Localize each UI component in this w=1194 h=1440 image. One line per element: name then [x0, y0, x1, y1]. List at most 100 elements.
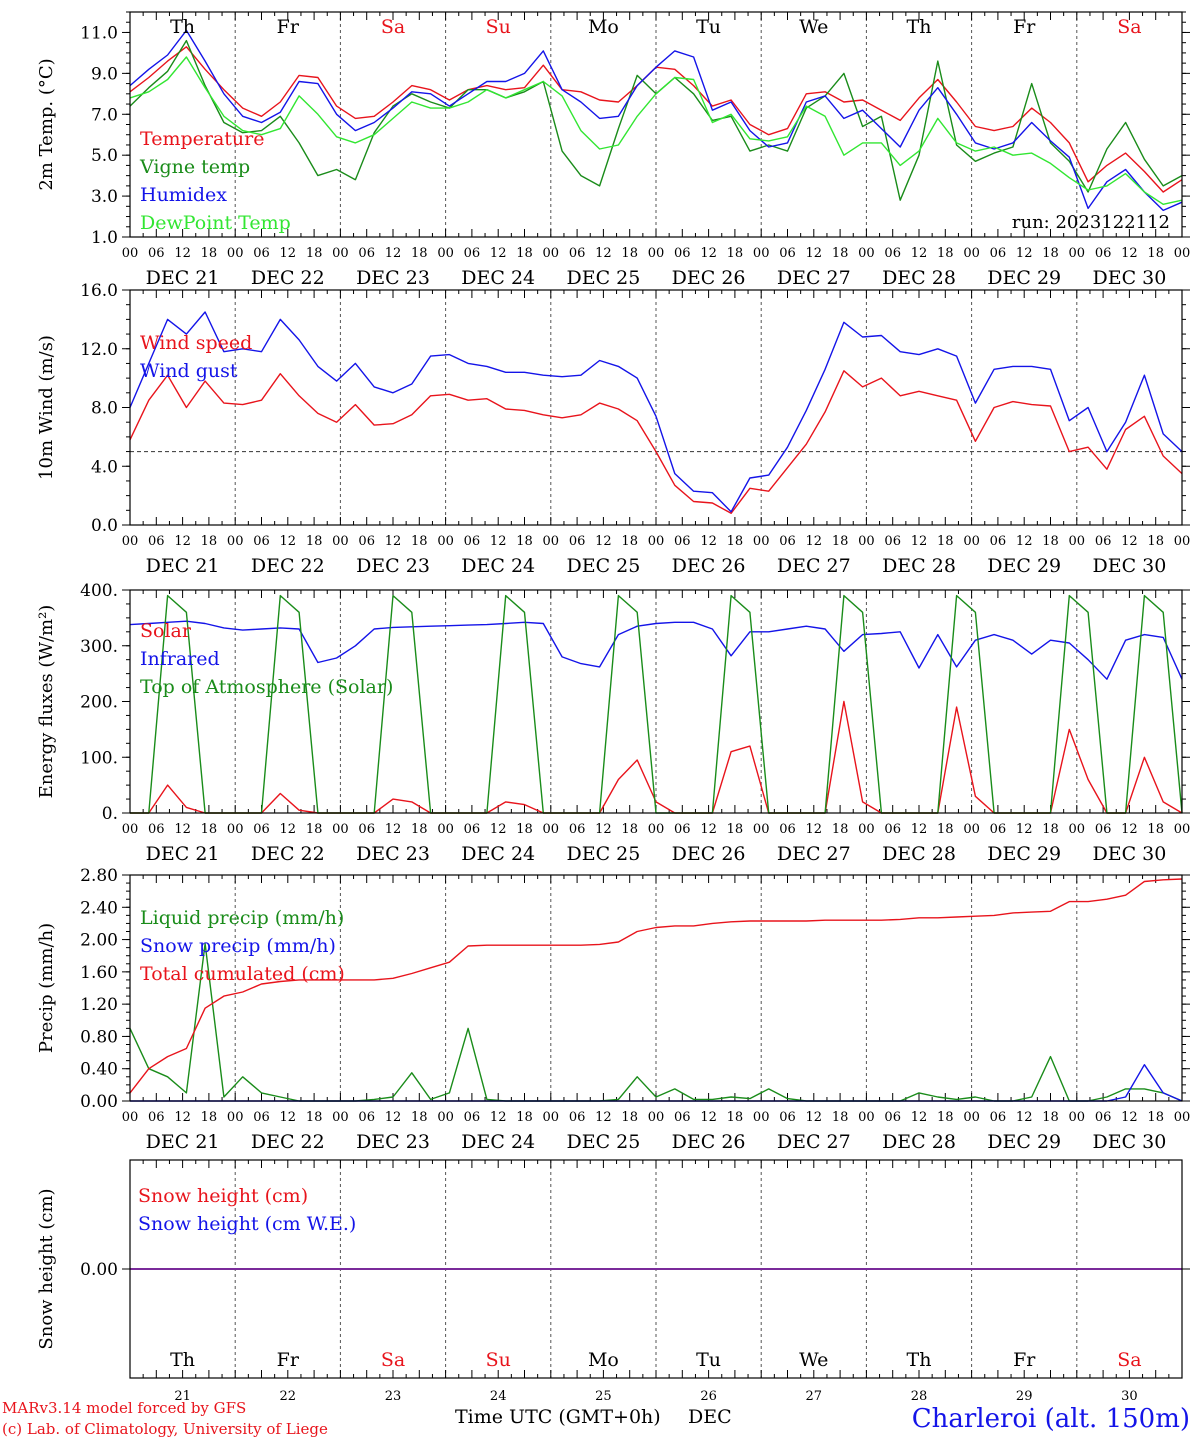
date-label: DEC 27 — [777, 1131, 851, 1153]
hour-label: 00 — [858, 246, 875, 261]
date-label: DEC 21 — [146, 267, 220, 289]
hour-label: 00 — [858, 1110, 875, 1125]
hour-label: 12 — [1121, 534, 1138, 549]
series-line-precip-2 — [129, 878, 1183, 1094]
hour-label: 06 — [990, 534, 1007, 549]
y-tick-label: 0. — [102, 804, 118, 824]
day-number-label: 29 — [1016, 1389, 1033, 1404]
hour-label: 06 — [358, 246, 375, 261]
hour-label: 12 — [595, 1110, 612, 1125]
weekday-label: Su — [486, 16, 511, 38]
date-label: DEC 21 — [146, 555, 220, 577]
legend-entry: Wind gust — [140, 360, 238, 382]
date-label: DEC 30 — [1092, 555, 1166, 577]
y-tick-label: 1.20 — [80, 995, 118, 1015]
weekday-label: Su — [486, 1349, 511, 1371]
date-label: DEC 26 — [672, 1131, 746, 1153]
weekday-label: Tu — [696, 16, 721, 38]
y-tick-label: 16.0 — [80, 281, 118, 301]
series-line-wind-1 — [129, 311, 1183, 513]
hour-label: 00 — [1174, 246, 1191, 261]
y-axis-label: Precip (mm/h) — [36, 923, 57, 1053]
date-label: DEC 30 — [1092, 1131, 1166, 1153]
hour-label: 00 — [543, 822, 560, 837]
lab-credit: (c) Lab. of Climatology, University of L… — [2, 1420, 328, 1438]
hour-label: 12 — [280, 822, 297, 837]
day-number-label: 23 — [385, 1389, 402, 1404]
weekday-label: Sa — [1117, 1349, 1141, 1371]
hour-label: 12 — [1121, 822, 1138, 837]
hour-label: 12 — [595, 246, 612, 261]
legend-entry: Temperature — [140, 128, 264, 150]
hour-label: 00 — [1069, 534, 1086, 549]
y-tick-label: 0.80 — [80, 1027, 118, 1047]
legend-entry: Wind speed — [140, 332, 252, 354]
y-tick-label: 0.40 — [80, 1060, 118, 1080]
hour-label: 18 — [937, 534, 954, 549]
y-tick-label: 2.00 — [80, 931, 118, 951]
panel-frame — [129, 289, 1183, 526]
hour-label: 12 — [1016, 1110, 1033, 1125]
hour-label: 18 — [411, 822, 428, 837]
panel-temp: 1.0 3.0 5.0 7.0 9.0 11.0 2m Temp. (°C) Temperat… — [36, 11, 1191, 289]
date-label: DEC 21 — [146, 1131, 220, 1153]
hour-label: 00 — [122, 246, 139, 261]
footer: MARv3.14 model forced by GFS (c) Lab. of… — [2, 1399, 1190, 1438]
hour-label: 00 — [1174, 822, 1191, 837]
panel-frame — [129, 589, 1183, 814]
y-axis-label: Snow height (cm) — [36, 1188, 57, 1349]
hour-label: 18 — [411, 1110, 428, 1125]
hour-label: 18 — [516, 822, 533, 837]
hour-label: 12 — [911, 822, 928, 837]
hour-label: 06 — [464, 534, 481, 549]
date-label: DEC 30 — [1092, 267, 1166, 289]
date-label: DEC 23 — [356, 1131, 430, 1153]
hour-label: 18 — [411, 534, 428, 549]
hour-label: 18 — [201, 534, 218, 549]
hour-label: 12 — [911, 1110, 928, 1125]
hour-label: 12 — [806, 1110, 823, 1125]
hour-label: 18 — [1042, 1110, 1059, 1125]
hour-label: 18 — [937, 822, 954, 837]
hour-label: 12 — [385, 822, 402, 837]
legend-entry: Liquid precip (mm/h) — [140, 907, 344, 929]
legend-entry: Snow height (cm) — [138, 1185, 308, 1207]
hour-label: 06 — [1095, 534, 1112, 549]
series-line-temp-3 — [129, 56, 1183, 206]
weekday-label: Th — [907, 16, 932, 38]
day-number-label: 22 — [280, 1389, 297, 1404]
weekday-label: Sa — [1117, 16, 1141, 38]
hour-label: 12 — [490, 822, 507, 837]
y-axis-label: Energy fluxes (W/m²) — [36, 605, 57, 799]
date-label: DEC 24 — [461, 1131, 535, 1153]
date-label: DEC 22 — [251, 1131, 325, 1153]
chart-panels: 1.0 3.0 5.0 7.0 9.0 11.0 2m Temp. (°C) Temperat… — [36, 11, 1191, 1404]
date-label: DEC 25 — [566, 555, 640, 577]
date-label: DEC 28 — [882, 555, 956, 577]
hour-label: 18 — [832, 534, 849, 549]
hour-label: 12 — [280, 246, 297, 261]
hour-label: 12 — [595, 822, 612, 837]
hour-label: 06 — [569, 822, 586, 837]
date-label: DEC 24 — [461, 267, 535, 289]
hour-label: 18 — [727, 1110, 744, 1125]
date-label: DEC 29 — [987, 843, 1061, 865]
hour-label: 18 — [516, 534, 533, 549]
hour-label: 18 — [727, 246, 744, 261]
hour-label: 06 — [884, 534, 901, 549]
hour-label: 12 — [911, 534, 928, 549]
y-axis-label: 10m Wind (m/s) — [36, 335, 57, 480]
hour-label: 06 — [148, 822, 165, 837]
y-tick-label: 9.0 — [91, 64, 118, 84]
hour-label: 06 — [884, 1110, 901, 1125]
legend-entry: Total cumulated (cm) — [140, 963, 345, 985]
hour-label: 06 — [464, 822, 481, 837]
hour-label: 18 — [1042, 246, 1059, 261]
y-tick-label: 1.0 — [91, 228, 118, 248]
hour-label: 12 — [490, 1110, 507, 1125]
hour-label: 00 — [543, 1110, 560, 1125]
hour-label: 12 — [490, 534, 507, 549]
hour-label: 00 — [963, 246, 980, 261]
hour-label: 06 — [884, 246, 901, 261]
